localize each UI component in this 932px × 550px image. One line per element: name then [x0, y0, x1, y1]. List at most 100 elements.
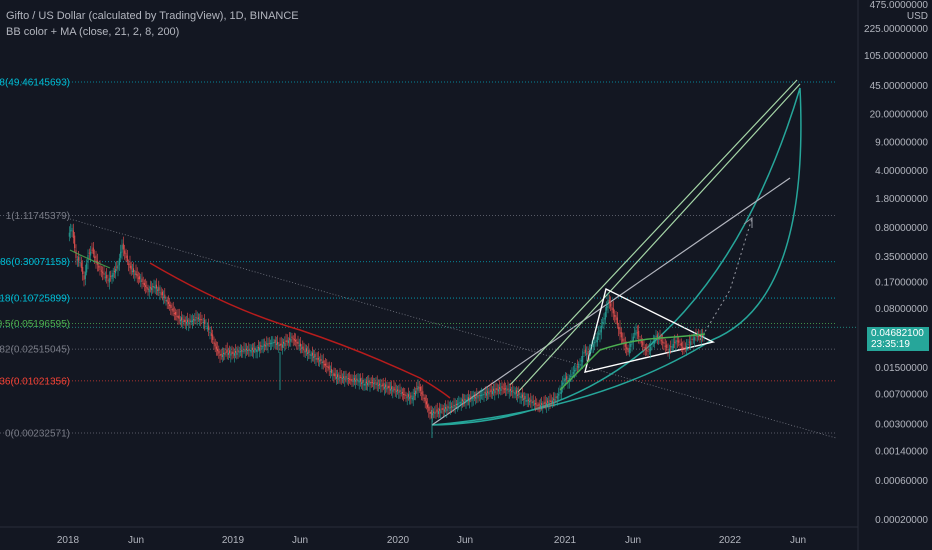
indicator-legend[interactable]: BB color + MA (close, 21, 2, 8, 200): [6, 26, 180, 38]
candle: [163, 290, 165, 305]
candle: [437, 407, 439, 419]
candle: [548, 396, 550, 411]
candle-body: [648, 349, 650, 351]
candle-body: [485, 393, 487, 396]
candle-body: [176, 315, 178, 317]
candle: [387, 382, 389, 395]
candle-body: [158, 287, 160, 291]
candle: [491, 386, 493, 399]
candle-body: [209, 332, 211, 333]
candle-body: [614, 315, 616, 317]
candle-body: [72, 230, 74, 238]
candle-body: [350, 379, 352, 381]
candle-body: [362, 380, 364, 384]
candle-body: [630, 344, 632, 347]
candle: [314, 349, 316, 364]
candle: [76, 255, 78, 267]
candle: [600, 319, 602, 340]
candle: [107, 274, 109, 287]
candle-body: [508, 390, 510, 392]
candle: [612, 301, 614, 321]
candle-body: [590, 348, 592, 353]
candle: [427, 398, 429, 413]
candle: [80, 256, 82, 272]
candle: [310, 351, 312, 363]
candle: [218, 345, 220, 359]
candle-body: [445, 407, 447, 409]
candle: [267, 337, 269, 354]
candle-body: [517, 394, 519, 396]
candle: [351, 374, 353, 387]
candle: [210, 326, 212, 343]
candle-body: [82, 267, 84, 274]
candle: [292, 335, 294, 347]
candle: [503, 381, 505, 394]
candle-body: [70, 230, 72, 232]
candle-body: [113, 270, 115, 272]
candle-body: [197, 317, 199, 319]
candle: [526, 393, 528, 407]
candle-body: [428, 407, 430, 411]
candle: [356, 373, 358, 385]
candle: [133, 262, 135, 279]
candle: [124, 244, 126, 260]
candle-body: [133, 268, 135, 273]
price-axis[interactable]: 225.00000000 105.00000000 45.00000000 20.00…: [864, 24, 928, 526]
candle-body: [623, 338, 625, 344]
candle-body: [493, 388, 495, 391]
candle-body: [293, 339, 295, 341]
candle: [263, 338, 265, 352]
candle-body: [141, 278, 143, 282]
candle: [291, 333, 293, 343]
candle: [599, 325, 601, 343]
candle-body: [415, 390, 417, 396]
candle-body: [100, 270, 102, 272]
candle-body: [164, 294, 166, 299]
candle-body: [269, 343, 271, 345]
candle-body: [497, 389, 499, 392]
time-axis[interactable]: 2018 Jun 2019 Jun 2020 Jun 2021 Jun 2022 Jun: [57, 535, 806, 546]
candle-body: [299, 343, 301, 347]
candle: [338, 372, 340, 384]
candle: [489, 384, 491, 397]
candle-body: [353, 378, 355, 380]
candle: [349, 371, 351, 384]
price-tick-label: 0.00020000: [875, 515, 928, 526]
candle: [130, 261, 132, 276]
candle: [247, 345, 249, 355]
candle-body: [422, 391, 424, 396]
candle-body: [595, 340, 597, 343]
candle-body: [357, 380, 359, 382]
candle: [231, 345, 233, 360]
candle: [243, 342, 245, 354]
candle: [513, 386, 515, 399]
candle: [315, 352, 317, 366]
candle-body: [699, 335, 701, 337]
candle-body: [346, 378, 348, 380]
candle: [237, 345, 239, 359]
candle: [533, 399, 535, 410]
candle: [279, 337, 281, 351]
candle: [388, 381, 390, 395]
candle-body: [578, 365, 580, 368]
candle-body: [476, 395, 478, 397]
candle-body: [122, 243, 124, 250]
candle-body: [255, 350, 257, 352]
candle-body: [400, 392, 402, 394]
candle: [448, 401, 450, 412]
candle-body: [322, 360, 324, 364]
candle-body: [433, 411, 435, 413]
candle: [545, 396, 547, 413]
candle-body: [286, 340, 288, 342]
candle: [440, 403, 442, 419]
candle: [512, 383, 514, 399]
candle-body: [334, 373, 336, 377]
candle-body: [79, 262, 81, 264]
candle-body: [576, 366, 578, 368]
candle-body: [385, 384, 387, 388]
candle: [86, 259, 88, 276]
candle-body: [405, 394, 407, 396]
candle: [525, 393, 527, 405]
candle-body: [543, 402, 545, 404]
